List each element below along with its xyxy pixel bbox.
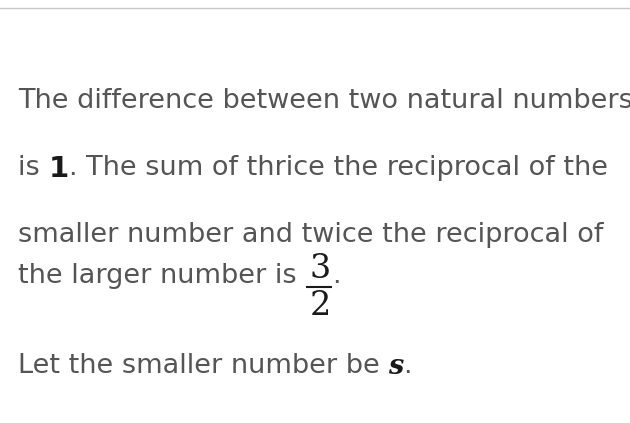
Text: is: is xyxy=(18,155,49,181)
Text: The difference between two natural numbers: The difference between two natural numbe… xyxy=(18,88,630,114)
Text: .: . xyxy=(404,353,412,379)
Text: the larger number is: the larger number is xyxy=(18,263,306,289)
Text: s: s xyxy=(388,353,404,380)
Text: Let the smaller number be: Let the smaller number be xyxy=(18,353,388,379)
Text: . The sum of thrice the reciprocal of the: . The sum of thrice the reciprocal of th… xyxy=(69,155,607,181)
Text: smaller number and twice the reciprocal of: smaller number and twice the reciprocal … xyxy=(18,222,604,248)
Text: 3: 3 xyxy=(309,253,331,285)
Text: 1: 1 xyxy=(49,155,69,183)
Text: 2: 2 xyxy=(309,290,331,322)
Text: .: . xyxy=(333,263,341,289)
